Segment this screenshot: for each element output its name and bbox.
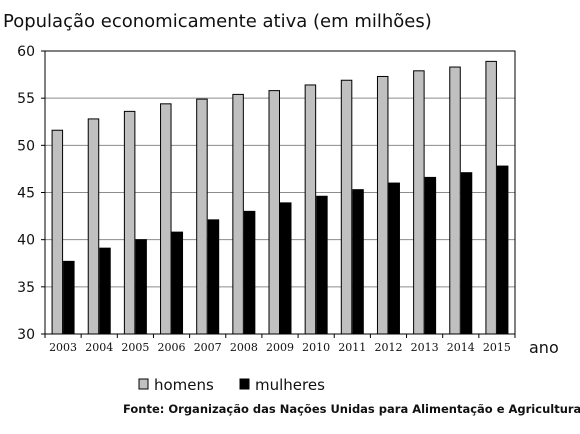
bar-homens bbox=[376, 75, 389, 335]
bar-mulheres bbox=[171, 231, 184, 335]
x-tick-label: 2010 bbox=[302, 341, 330, 354]
bar-homens bbox=[160, 103, 172, 335]
y-tick-label: 40 bbox=[17, 233, 35, 249]
legend-swatch-homens bbox=[138, 378, 149, 390]
x-tick-label: 2014 bbox=[447, 341, 475, 354]
x-tick-label: 2009 bbox=[266, 341, 294, 354]
x-tick-label: 2012 bbox=[374, 341, 402, 354]
bar-mulheres bbox=[352, 189, 364, 335]
bar-homens bbox=[340, 79, 353, 335]
bar-mulheres bbox=[135, 239, 147, 335]
x-tick-label: 2013 bbox=[411, 341, 439, 354]
x-tick-label: 2005 bbox=[121, 341, 149, 354]
source-note: Fonte: Organização das Nações Unidas par… bbox=[123, 402, 580, 416]
bar-mulheres bbox=[280, 202, 292, 335]
bar-mulheres bbox=[316, 195, 328, 335]
bar-homens bbox=[51, 129, 64, 335]
x-tick-label: 2006 bbox=[158, 341, 186, 354]
y-tick-label: 35 bbox=[17, 280, 35, 296]
x-tick-label: 2008 bbox=[230, 341, 258, 354]
x-tick-label: 2003 bbox=[49, 341, 77, 354]
bar-homens bbox=[123, 110, 136, 335]
y-tick-label: 30 bbox=[17, 327, 35, 343]
bar-mulheres bbox=[496, 165, 509, 335]
bar-homens bbox=[304, 84, 317, 335]
bar-homens bbox=[268, 90, 280, 335]
x-tick-label: 2007 bbox=[194, 341, 222, 354]
x-axis-label: ano bbox=[529, 338, 559, 357]
bar-homens bbox=[485, 60, 497, 335]
bar-mulheres bbox=[243, 210, 256, 335]
x-tick-label: 2011 bbox=[338, 341, 366, 354]
bar-homens bbox=[87, 118, 100, 335]
bar-homens bbox=[413, 70, 425, 335]
legend: homens mulheres bbox=[138, 376, 325, 394]
x-tick-label: 2004 bbox=[85, 341, 113, 354]
bar-mulheres bbox=[207, 219, 220, 335]
bar-mulheres bbox=[460, 172, 473, 335]
plot-area: 30 35 40 45 50 55 60 2003 2004 2005 2006 2007 2008 20… bbox=[17, 44, 516, 354]
bar-mulheres bbox=[424, 176, 437, 335]
legend-label-homens: homens bbox=[154, 376, 214, 394]
chart-title: População economicamente ativa (em milhõ… bbox=[3, 11, 432, 32]
y-tick-label: 45 bbox=[17, 186, 35, 202]
y-tick-label: 60 bbox=[17, 44, 35, 60]
bar-homens bbox=[232, 93, 244, 335]
legend-swatch-mulheres bbox=[239, 378, 250, 390]
bar-mulheres bbox=[99, 247, 111, 335]
y-tick-label: 55 bbox=[17, 91, 35, 107]
bar-homens bbox=[449, 66, 461, 335]
bar-mulheres bbox=[63, 260, 75, 335]
bar-mulheres bbox=[388, 182, 400, 335]
bar-homens bbox=[196, 98, 208, 335]
legend-label-mulheres: mulheres bbox=[255, 376, 325, 394]
x-tick-label: 2015 bbox=[483, 341, 511, 354]
y-tick-label: 50 bbox=[17, 138, 35, 154]
